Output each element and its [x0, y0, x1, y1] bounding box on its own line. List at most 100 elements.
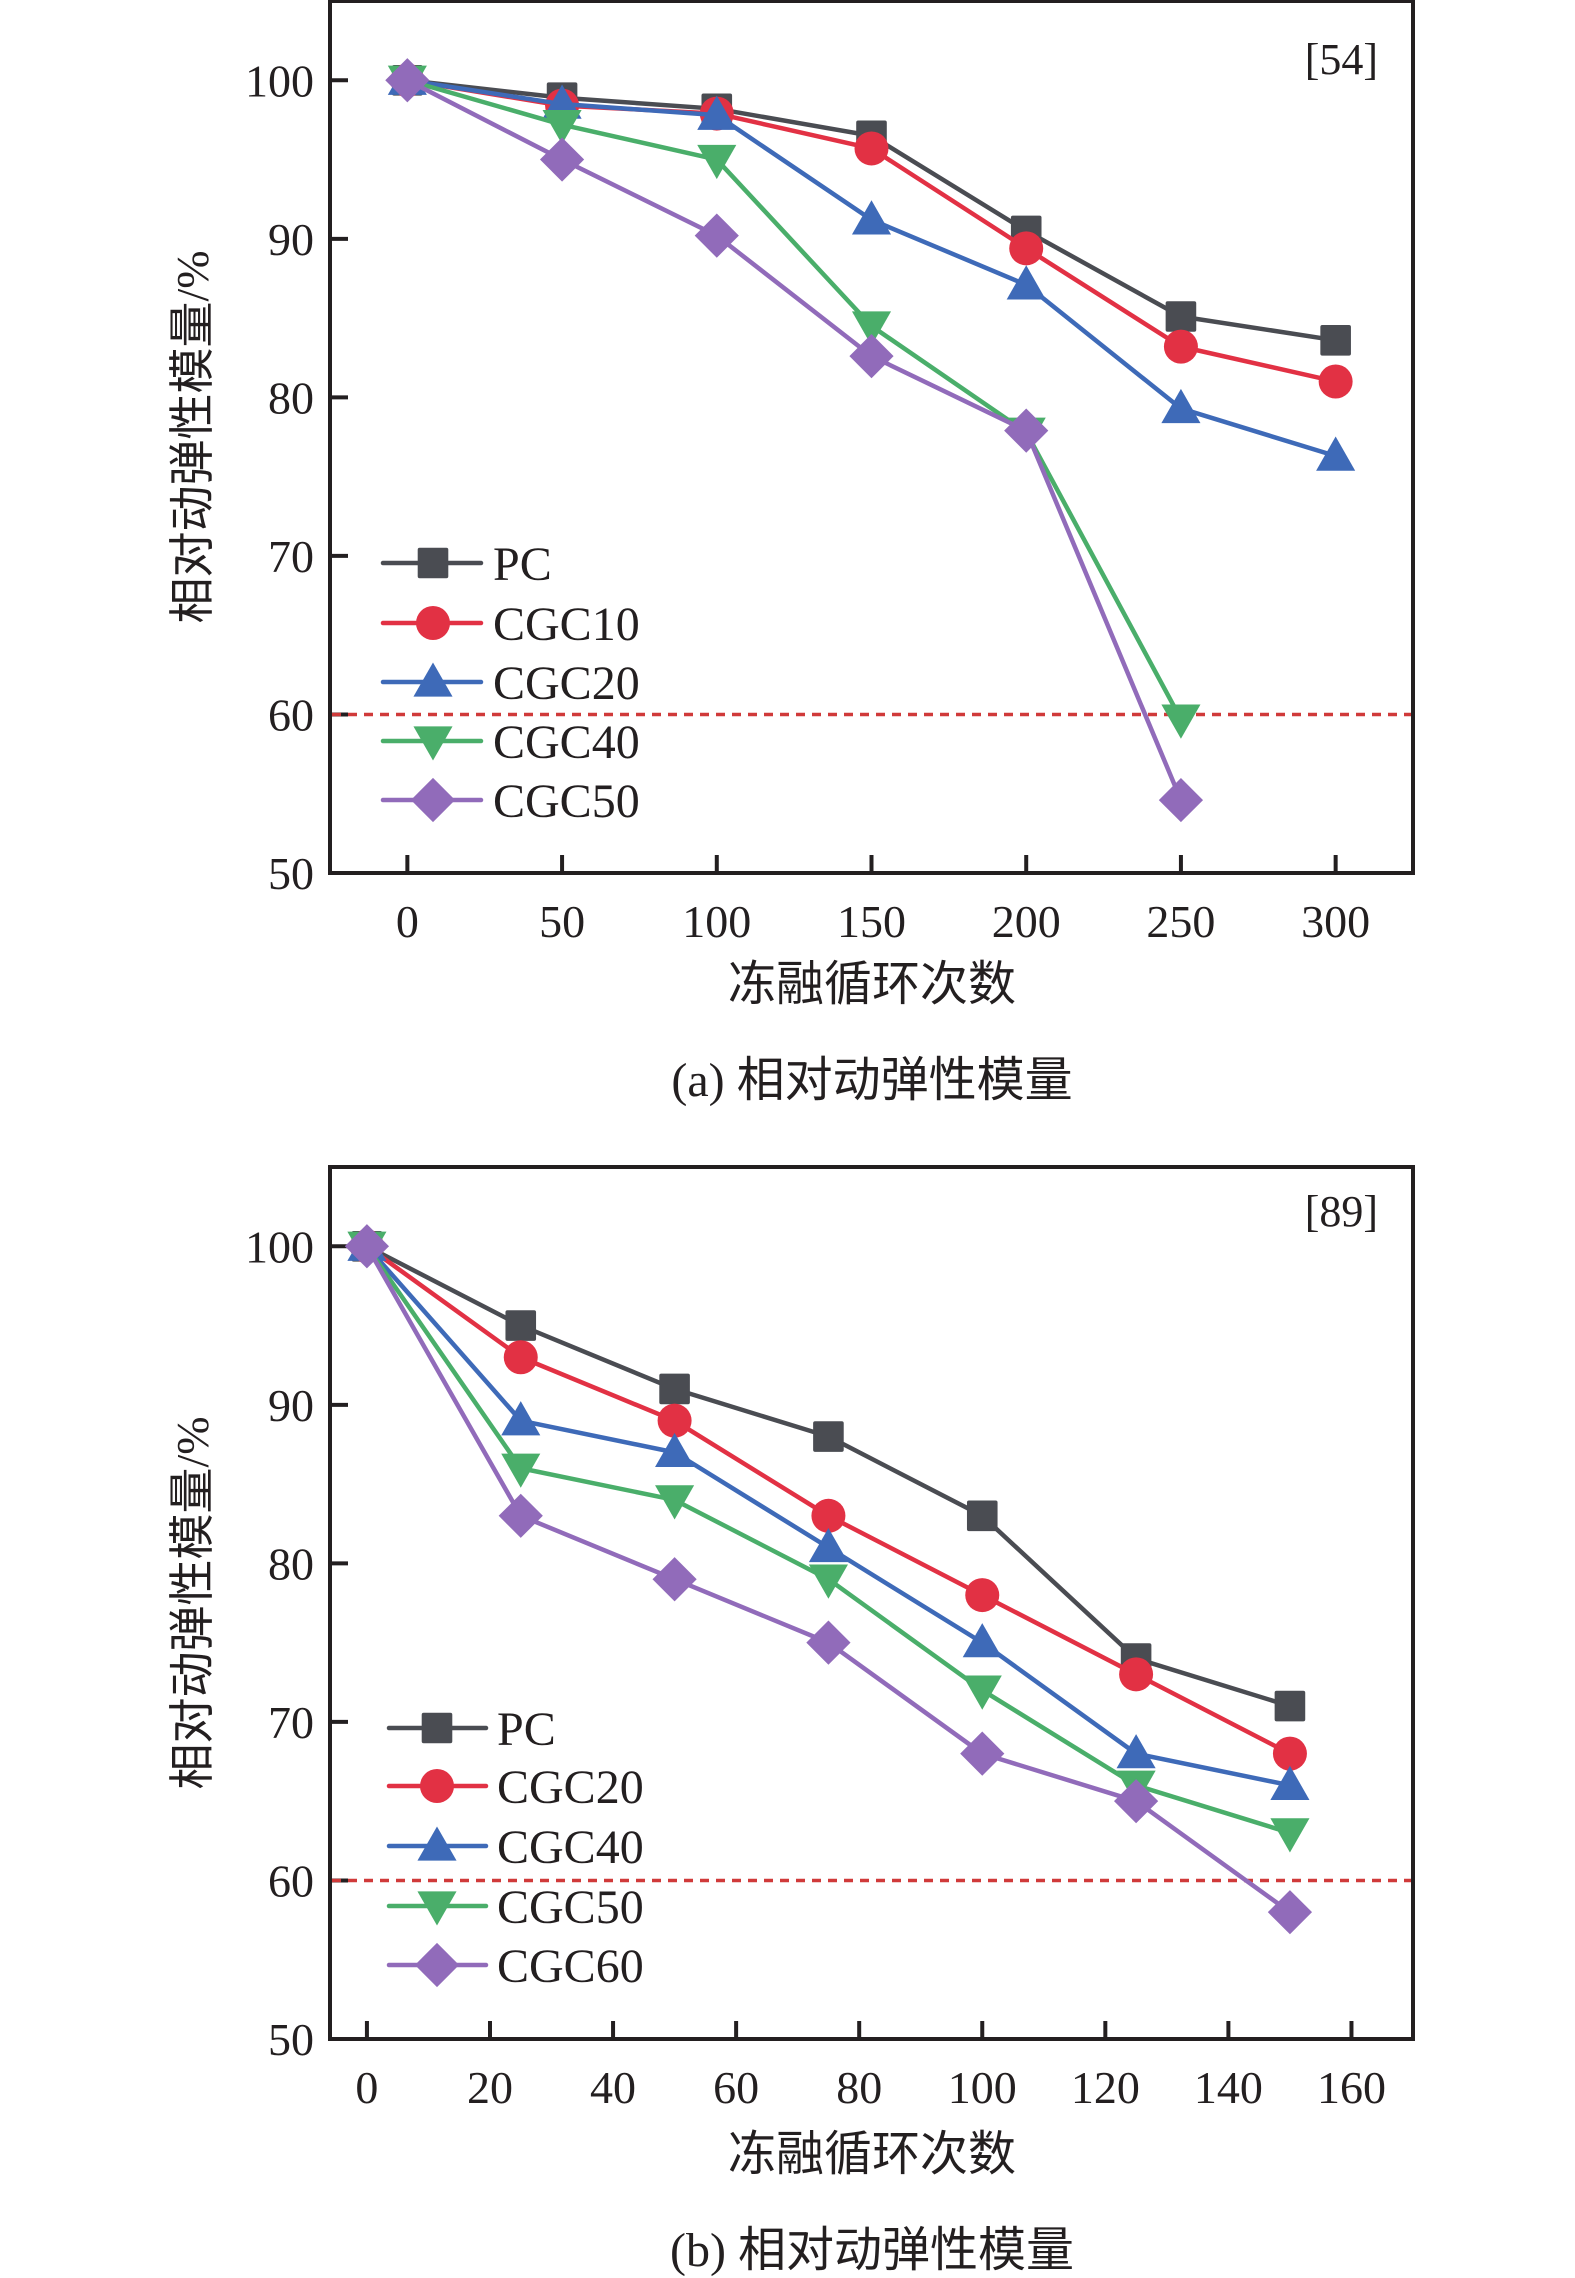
legend-marker-diamond-icon	[414, 1942, 460, 1988]
chart-b-data-point	[1119, 1657, 1154, 1692]
chart-b-data-point	[962, 1675, 1002, 1710]
chart-a-data-point	[1163, 329, 1198, 364]
legend-label: CGC50	[493, 775, 640, 828]
chart-a-data-point	[1318, 364, 1353, 399]
chart-a-y-tick-label: 70	[268, 531, 314, 582]
chart-a: [54] 冻融循环次数 相对动弹性模量/% (a) 相对动弹性模量 50 60 70…	[167, 0, 1415, 1107]
legend-marker-triangle-down-icon	[413, 726, 453, 761]
chart-a-x-tick-label: 0	[396, 896, 419, 947]
chart-b-data-point	[344, 1224, 390, 1269]
chart-b-data-point	[1113, 1779, 1159, 1824]
chart-b-series-cgc60	[344, 1224, 1313, 1935]
legend-label: CGC50	[497, 1881, 644, 1934]
chart-b-data-point	[806, 1620, 851, 1665]
chart-b-xlabel: 冻融循环次数	[728, 2128, 1016, 2181]
chart-b-data-point	[1274, 1690, 1306, 1722]
chart-b-x-tick-label: 120	[1071, 2062, 1140, 2113]
chart-a-data-point	[849, 334, 894, 379]
legend-label: PC	[497, 1703, 556, 1756]
chart-a-xlabel: 冻融循环次数	[728, 958, 1016, 1011]
chart-b-data-point	[501, 1401, 541, 1436]
chart-b-data-point	[659, 1373, 690, 1405]
legend-marker-triangle-up-icon	[413, 662, 453, 697]
chart-b-legend-item: CGC60	[386, 1940, 644, 1993]
chart-a-caption: (a) 相对动弹性模量	[671, 1054, 1072, 1107]
chart-b-data-point	[808, 1564, 848, 1599]
chart-b-data-point	[498, 1493, 543, 1538]
chart-a-legend-item: CGC10	[380, 598, 640, 651]
chart-b-x-tick-label: 40	[590, 2062, 636, 2113]
chart-a-data-point	[1006, 265, 1046, 300]
chart-b-data-point	[657, 1403, 692, 1438]
legend-label: CGC20	[493, 657, 640, 710]
chart-a-series-cgc40	[387, 65, 1201, 739]
chart-b-data-point	[1267, 1890, 1313, 1935]
chart-b-y-tick-label: 70	[268, 1697, 314, 1748]
chart-b-data-point	[501, 1453, 541, 1488]
chart-a-data-point	[697, 95, 737, 130]
legend-marker-circle-icon	[416, 606, 450, 640]
legend-label: CGC60	[497, 1940, 644, 1993]
chart-b-data-point	[655, 1485, 695, 1520]
chart-b-data-point	[1272, 1736, 1307, 1771]
legend-label: PC	[493, 538, 552, 591]
chart-b-y-tick-label: 100	[245, 1221, 314, 1272]
legend-label: CGC40	[497, 1821, 644, 1874]
chart-a-legend-item: CGC40	[380, 716, 640, 769]
chart-a-series-line	[406, 78, 1183, 721]
legend-marker-square-icon	[421, 1712, 453, 1744]
chart-a-y-tick-label: 80	[268, 372, 314, 423]
chart-b-x-tick-label: 20	[467, 2062, 513, 2113]
chart-a-data-point	[1320, 324, 1351, 356]
chart-a-x-tick-label: 100	[682, 896, 751, 947]
legend-label: CGC10	[493, 598, 640, 651]
chart-b-x-tick-label: 0	[355, 2062, 378, 2113]
chart-b-data-point	[811, 1498, 846, 1533]
chart-a-legend-item: CGC20	[380, 657, 640, 710]
chart-b-data-point	[808, 1527, 848, 1563]
chart-b-legend-item: PC	[386, 1703, 556, 1756]
chart-b-legend-item: CGC40	[386, 1821, 644, 1874]
chart-b-y-tick-label: 50	[268, 2014, 314, 2065]
chart-a-y-tick-label: 60	[268, 689, 314, 740]
chart-b-data-point	[1270, 1765, 1310, 1800]
chart-a-series-line	[406, 78, 1184, 801]
chart-a-series-cgc50	[385, 58, 1204, 823]
chart-b-plot-frame	[328, 1165, 1415, 2041]
legend-label: CGC20	[497, 1761, 644, 1814]
chart-b-legend-item: CGC20	[386, 1761, 644, 1814]
chart-b-data-point	[962, 1623, 1002, 1658]
chart-b-data-point	[1116, 1734, 1156, 1769]
chart-a-ylabel: 相对动弹性模量/%	[167, 250, 218, 623]
chart-a-data-point	[1158, 777, 1204, 823]
chart-b-reference: [89]	[1305, 1187, 1378, 1236]
chart-b-data-point	[505, 1310, 537, 1341]
legend-marker-circle-icon	[420, 1769, 454, 1803]
chart-b-legend-item: CGC50	[386, 1881, 644, 1934]
chart-b-x-tick-label: 100	[948, 2062, 1017, 2113]
chart-a-reference: [54]	[1305, 35, 1378, 84]
chart-b-data-point	[652, 1557, 697, 1602]
legend-marker-triangle-up-icon	[417, 1826, 457, 1861]
chart-b-caption: (b) 相对动弹性模量	[670, 2224, 1074, 2277]
chart-a-data-point	[1161, 388, 1201, 424]
chart-a-x-tick-label: 300	[1301, 896, 1370, 947]
chart-b: [89] 冻融循环次数 相对动弹性模量/% (b) 相对动弹性模量 50 60 70…	[167, 1165, 1415, 2277]
chart-a-y-tick-label: 90	[268, 214, 314, 265]
chart-a-data-point	[385, 58, 430, 103]
chart-a-data-point	[1316, 436, 1356, 471]
chart-a-data-point	[1004, 408, 1049, 453]
chart-b-data-point	[813, 1421, 844, 1452]
chart-b-y-tick-label: 80	[268, 1538, 314, 1589]
chart-a-data-point	[542, 110, 582, 145]
chart-a-x-tick-label: 200	[992, 896, 1061, 947]
chart-b-x-tick-label: 80	[836, 2062, 882, 2113]
chart-b-x-tick-label: 140	[1194, 2062, 1263, 2113]
chart-a-data-point	[851, 311, 892, 346]
chart-a-data-point	[1161, 704, 1201, 739]
chart-b-data-point	[960, 1731, 1005, 1776]
chart-b-y-tick-label: 90	[268, 1380, 314, 1431]
chart-a-legend-item: PC	[380, 538, 552, 591]
chart-a-data-point	[1009, 231, 1044, 266]
